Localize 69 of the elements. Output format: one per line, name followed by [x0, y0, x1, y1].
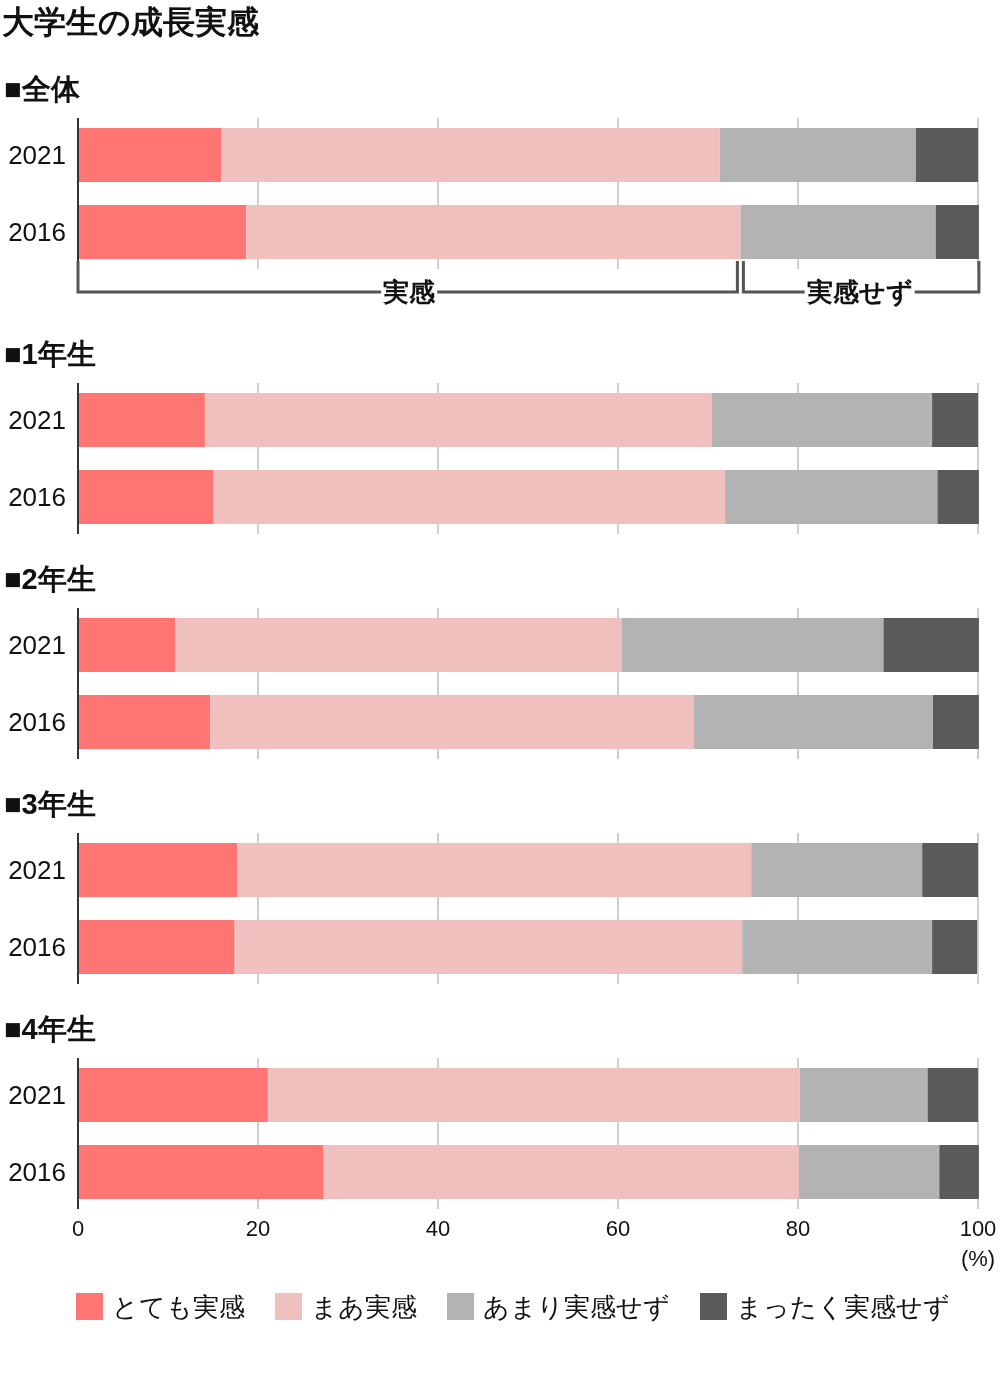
bar — [915, 128, 978, 182]
bar — [237, 843, 752, 897]
bar — [922, 843, 978, 897]
bar — [267, 1068, 800, 1122]
bar — [798, 1145, 940, 1199]
bar — [78, 695, 211, 749]
text: 実感 — [382, 277, 437, 307]
bar — [751, 843, 923, 897]
x-tick-label: 40 — [425, 1216, 451, 1241]
bar — [933, 695, 979, 749]
bar — [932, 920, 978, 974]
y-tick-label: 2021 — [8, 1080, 66, 1110]
y-tick-label: 2016 — [8, 1157, 66, 1187]
bar — [937, 470, 979, 524]
bar — [693, 695, 933, 749]
bar — [78, 393, 205, 447]
bar — [221, 128, 720, 182]
y-tick-label: 2021 — [8, 855, 66, 885]
x-tick-label: 80 — [785, 1216, 811, 1241]
bar — [78, 843, 238, 897]
y-tick-label: 2021 — [8, 140, 66, 170]
bar — [78, 1145, 324, 1199]
bar — [883, 618, 979, 672]
bar — [78, 618, 176, 672]
legend-label: とても実感 — [112, 1292, 245, 1322]
bar — [740, 205, 936, 259]
bar — [246, 205, 741, 259]
bar — [935, 205, 979, 259]
chart-subtitle: ■1年生 — [4, 338, 96, 370]
x-tick-label: 100 — [959, 1216, 997, 1241]
bar — [78, 920, 235, 974]
chart-subtitle: ■4年生 — [4, 1013, 96, 1045]
bar — [939, 1145, 979, 1199]
bar — [213, 470, 726, 524]
bar — [725, 470, 938, 524]
y-tick-label: 2016 — [8, 932, 66, 962]
bar — [323, 1145, 799, 1199]
chart-title: 大学生の成長実感 — [2, 4, 260, 40]
bar — [78, 128, 222, 182]
y-tick-label: 2016 — [8, 482, 66, 512]
legend-label: あまり実感せず — [483, 1292, 670, 1322]
x-tick-label: 20 — [245, 1216, 271, 1241]
bar — [78, 205, 247, 259]
bar — [927, 1068, 978, 1122]
bar — [932, 393, 978, 447]
chart-subtitle: ■全体 — [4, 73, 81, 105]
bar — [78, 1068, 268, 1122]
x-tick-label: 0 — [71, 1216, 85, 1241]
bar — [204, 393, 712, 447]
chart-subtitle: ■3年生 — [4, 788, 96, 820]
y-tick-label: 2016 — [8, 217, 66, 247]
x-tick-label: 60 — [605, 1216, 631, 1241]
bar — [175, 618, 622, 672]
y-tick-label: 2021 — [8, 405, 66, 435]
bar — [711, 393, 933, 447]
bar — [210, 695, 694, 749]
legend-label: まったく実感せず — [736, 1292, 950, 1322]
bar — [719, 128, 916, 182]
legend-label: まあ実感 — [311, 1292, 417, 1322]
y-tick-label: 2016 — [8, 707, 66, 737]
x-axis-title: (%) — [960, 1246, 996, 1271]
bar — [234, 920, 743, 974]
y-tick-label: 2021 — [8, 630, 66, 660]
bar — [799, 1068, 928, 1122]
text: 実感せず — [805, 277, 913, 307]
bar — [621, 618, 884, 672]
chart-subtitle: ■2年生 — [4, 563, 96, 595]
bar — [78, 470, 213, 524]
bar — [742, 920, 933, 974]
